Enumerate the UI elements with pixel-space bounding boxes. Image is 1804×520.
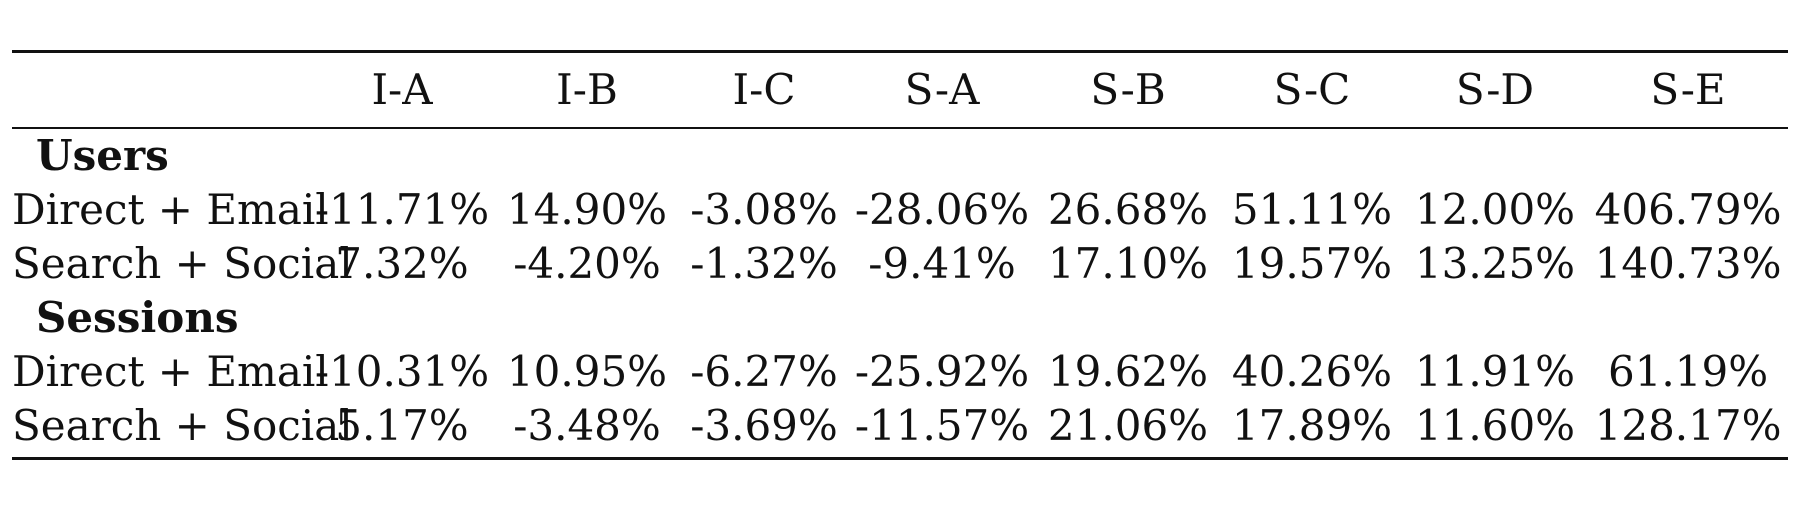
row-label: Search + Social <box>12 401 353 450</box>
table-cell: 10.95% <box>506 347 668 396</box>
table-body: Users Direct + Email -11.71% 14.90% -3.0… <box>12 129 1788 457</box>
header-rule <box>12 127 1788 129</box>
table-cell: 21.06% <box>1047 401 1209 450</box>
table-cell: 17.89% <box>1231 401 1393 450</box>
group-label: Sessions <box>36 293 239 342</box>
row-label: Direct + Email <box>12 347 329 396</box>
row-label: Search + Social <box>12 239 353 288</box>
top-rule <box>12 50 1788 53</box>
header-cell-i-b: I-B <box>556 65 618 114</box>
header-cell-s-e: S-E <box>1650 65 1726 114</box>
table-row: Direct + Email -11.71% 14.90% -3.08% -28… <box>12 183 1788 237</box>
table-cell: 61.19% <box>1607 347 1769 396</box>
table-cell: 40.26% <box>1231 347 1393 396</box>
table-cell: 11.91% <box>1414 347 1576 396</box>
header-row: I-A I-B I-C S-A S-B S-C S-D S-E <box>12 53 1788 127</box>
table-cell: -3.08% <box>690 185 838 234</box>
bottom-rule <box>12 457 1788 460</box>
table-cell: 51.11% <box>1231 185 1393 234</box>
table-cell: -25.92% <box>854 347 1030 396</box>
table-cell: 128.17% <box>1594 401 1782 450</box>
table-cell: 19.62% <box>1047 347 1209 396</box>
table-cell: -3.48% <box>513 401 661 450</box>
table-grid: I-A I-B I-C S-A S-B S-C S-D S-E <box>12 53 1788 127</box>
header-cell-s-c: S-C <box>1273 65 1351 114</box>
table-cell: 140.73% <box>1594 239 1782 288</box>
table-cell: -11.71% <box>314 185 490 234</box>
table-cell: -11.57% <box>854 401 1030 450</box>
table-cell: 406.79% <box>1594 185 1782 234</box>
group-row-sessions: Sessions <box>12 291 1788 345</box>
header-cell-i-a: I-A <box>371 65 433 114</box>
table-cell: 7.32% <box>335 239 469 288</box>
table-cell: 11.60% <box>1414 401 1576 450</box>
table-row: Direct + Email -10.31% 10.95% -6.27% -25… <box>12 345 1788 399</box>
table-row: Search + Social 5.17% -3.48% -3.69% -11.… <box>12 399 1788 453</box>
header-cell-s-b: S-B <box>1090 65 1166 114</box>
table-cell: 13.25% <box>1414 239 1576 288</box>
table-cell: -1.32% <box>690 239 838 288</box>
header-cell-empty <box>12 53 308 127</box>
table-cell: 12.00% <box>1414 185 1576 234</box>
table-cell: -3.69% <box>690 401 838 450</box>
row-label: Direct + Email <box>12 185 329 234</box>
header-cell-i-c: I-C <box>732 65 796 114</box>
table-cell: -4.20% <box>513 239 661 288</box>
table-cell: 14.90% <box>506 185 668 234</box>
group-row-users: Users <box>12 129 1788 183</box>
table-cell: -9.41% <box>868 239 1016 288</box>
table-cell: 5.17% <box>335 401 469 450</box>
table-cell: 26.68% <box>1047 185 1209 234</box>
header-cell-s-a: S-A <box>904 65 980 114</box>
table-cell: 17.10% <box>1047 239 1209 288</box>
group-label: Users <box>36 131 169 180</box>
table-row: Search + Social 7.32% -4.20% -1.32% -9.4… <box>12 237 1788 291</box>
table-cell: 19.57% <box>1231 239 1393 288</box>
table-cell: -10.31% <box>314 347 490 396</box>
table-cell: -6.27% <box>690 347 838 396</box>
header-cell-s-d: S-D <box>1455 65 1535 114</box>
results-table: I-A I-B I-C S-A S-B S-C S-D S-E Users Di… <box>12 50 1788 460</box>
table-cell: -28.06% <box>854 185 1030 234</box>
